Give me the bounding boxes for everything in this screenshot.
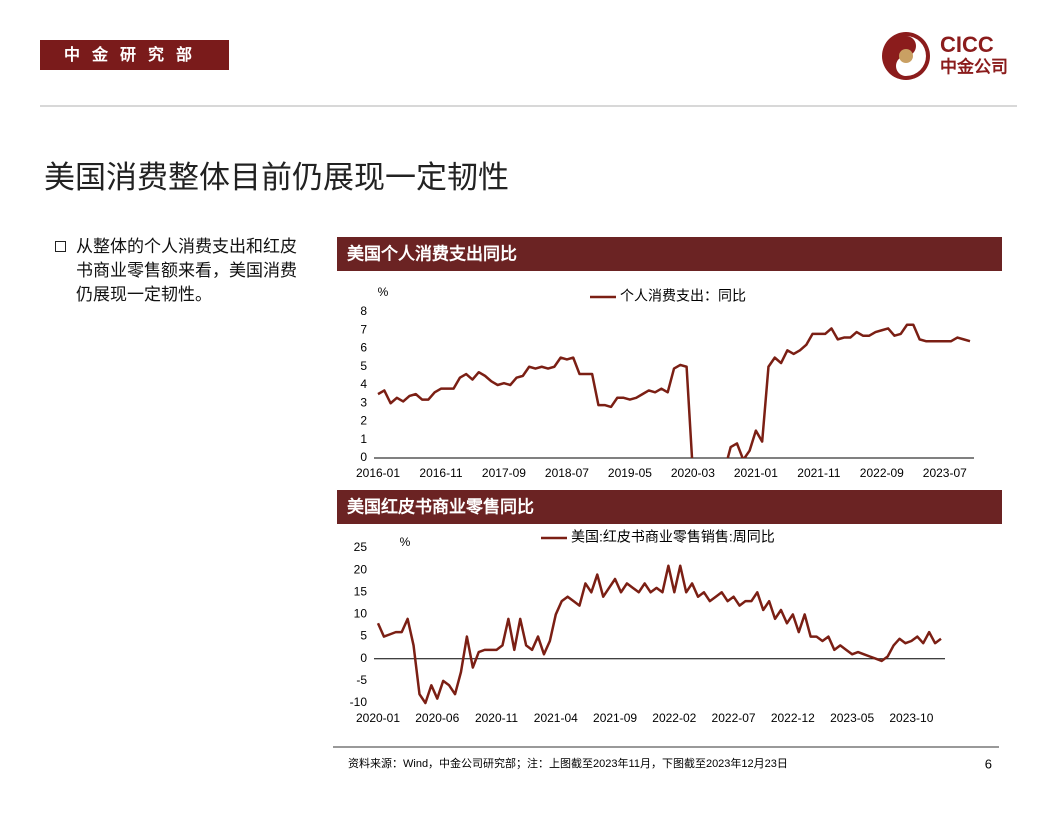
y-tick-label: 7 [360,322,367,336]
x-tick-label: 2020-11 [475,711,518,725]
y-tick-label: 1 [360,432,367,446]
x-tick-label: 2022-09 [860,466,904,480]
y-tick-label: 4 [360,377,367,391]
x-tick-label: 2020-03 [671,466,715,480]
y-axis-label: % [400,535,411,549]
header-tag: 中金研究部 [64,45,204,64]
x-tick-label: 2021-01 [734,466,778,480]
x-tick-label: 2016-11 [419,466,462,480]
x-tick-label: 2019-05 [608,466,652,480]
y-tick-label: 5 [360,359,367,373]
y-tick-label: 6 [360,341,367,355]
data-line [377,323,971,458]
y-tick-label: 0 [360,450,367,464]
y-tick-label: 2 [360,414,367,428]
x-tick-label: 2023-10 [889,711,933,725]
page-number: 6 [985,756,992,771]
y-tick-label: 8 [360,304,367,318]
x-tick-label: 2021-11 [797,466,840,480]
legend-label: 个人消费支出：同比 [620,288,746,304]
data-line [376,564,942,705]
x-tick-label: 2021-09 [593,711,637,725]
x-tick-label: 2023-07 [923,466,967,480]
header-tag-bg [40,40,229,70]
y-tick-label: 20 [354,562,368,576]
y-tick-label: -10 [350,695,368,709]
panel-header [337,237,1002,271]
x-tick-label: 2022-07 [712,711,756,725]
logo-en: CICC [940,32,994,57]
y-tick-label: 3 [360,395,367,409]
y-tick-label: 15 [354,584,368,598]
x-tick-label: 2020-01 [356,711,400,725]
y-tick-label: 0 [360,651,367,665]
y-tick-label: 5 [360,629,367,643]
legend-label: 美国:红皮书商业零售销售:周同比 [571,529,775,545]
x-tick-label: 2021-04 [534,711,578,725]
x-tick-label: 2016-01 [356,466,400,480]
x-tick-label: 2023-05 [830,711,874,725]
y-tick-label: -5 [356,673,367,687]
x-tick-label: 2020-06 [415,711,459,725]
x-tick-label: 2022-12 [771,711,815,725]
panel-title: 美国个人消费支出同比 [347,243,517,263]
panel-header [337,490,1002,524]
footer-source: 资料来源：Wind，中金公司研究部；注：上图截至2023年11月，下图截至202… [348,756,788,770]
logo-cn: 中金公司 [940,56,1008,76]
x-tick-label: 2022-02 [652,711,696,725]
panel-title: 美国红皮书商业零售同比 [347,496,534,516]
y-tick-label: 25 [354,540,368,554]
bullet-text: 从整体的个人消费支出和红皮书商业零售额来看，美国消费仍展现一定韧性。 [76,237,297,304]
bullet-icon [55,241,66,252]
logo [882,32,930,80]
x-tick-label: 2017-09 [482,466,526,480]
y-axis-label: % [378,285,389,299]
x-tick-label: 2018-07 [545,466,589,480]
slide-title: 美国消费整体目前仍展现一定韧性 [44,160,509,195]
y-tick-label: 10 [354,607,368,621]
